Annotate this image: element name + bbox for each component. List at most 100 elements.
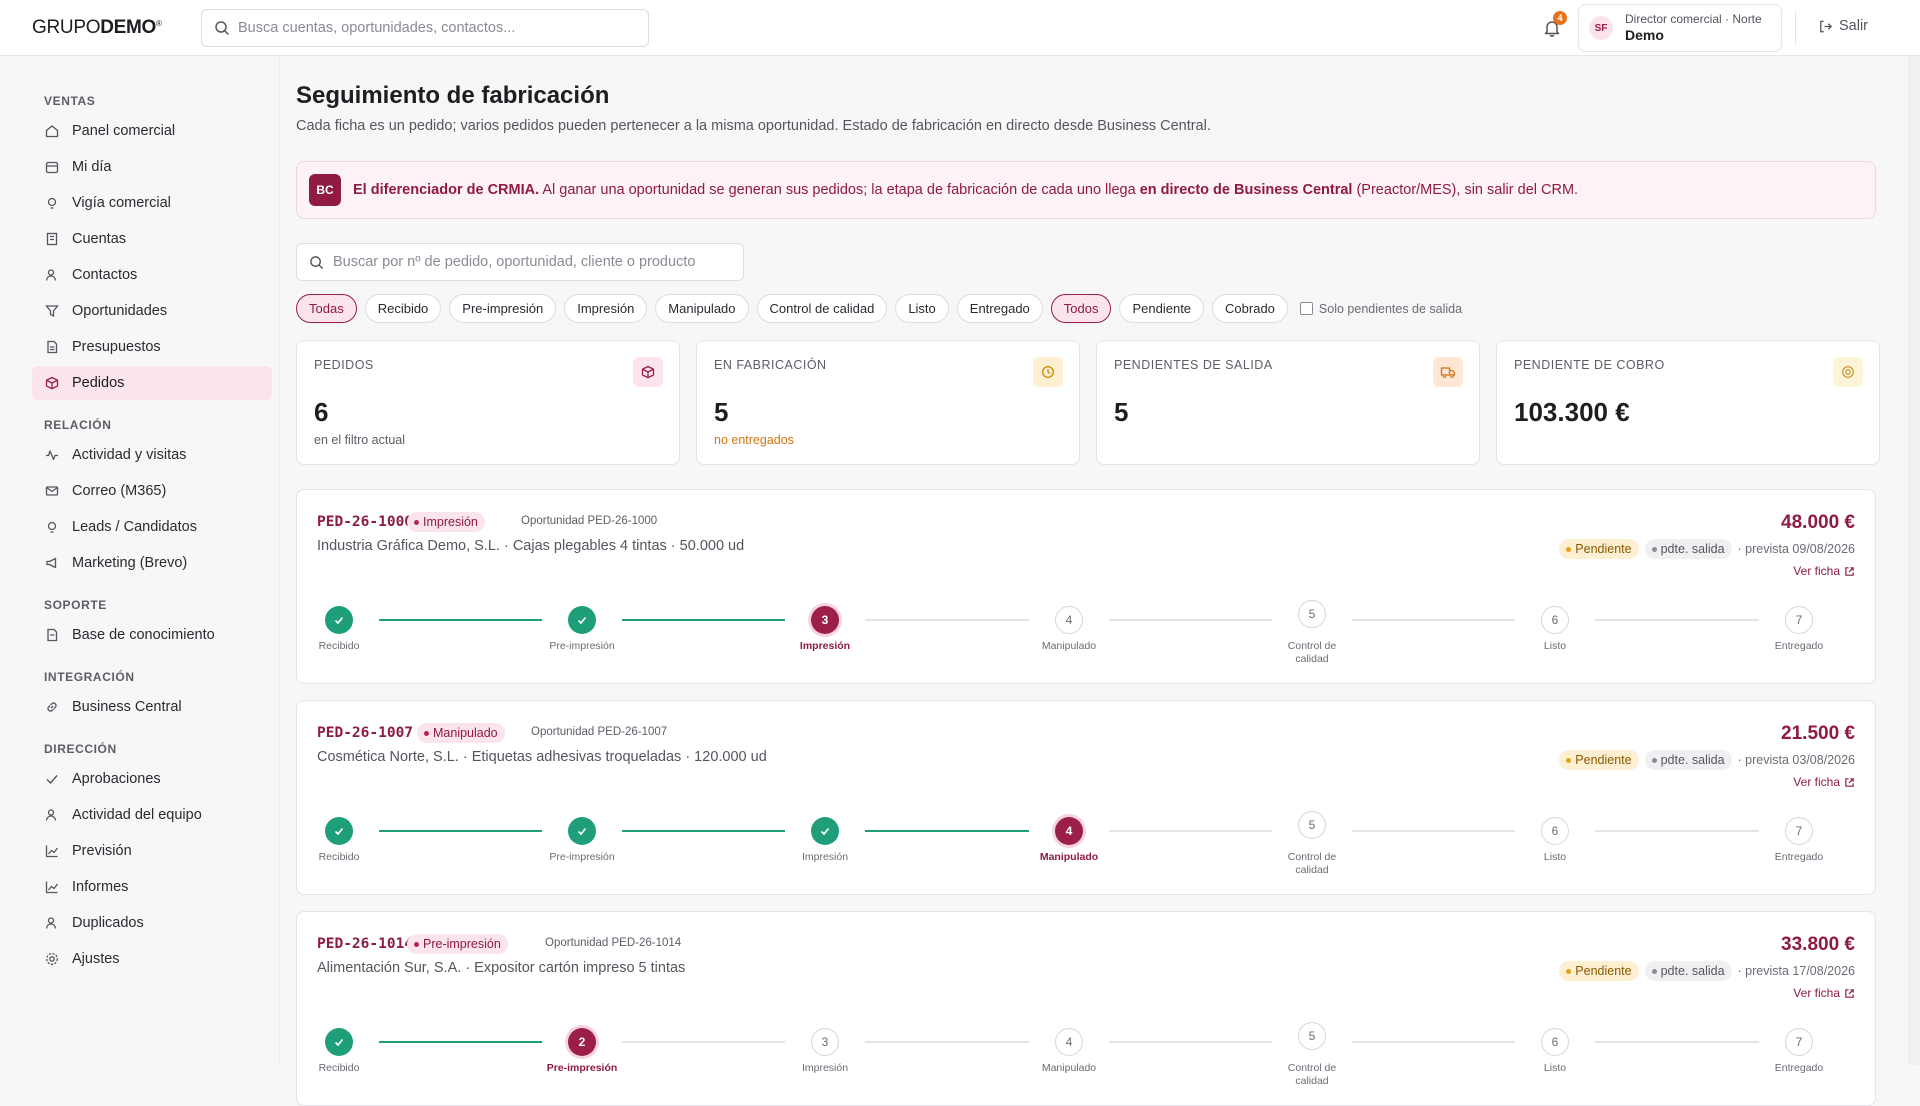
mail-icon [44, 483, 60, 499]
step-label: Listo [1543, 640, 1567, 652]
check-icon [334, 616, 344, 625]
filter-chip-pre-impresion[interactable]: Pre-impresión [449, 294, 557, 323]
opportunity-link[interactable]: Oportunidad PED-26-1000 [521, 515, 658, 527]
filter-chip-control-calidad[interactable]: Control de calidad [756, 294, 888, 323]
sidebar-item-presupuestos[interactable]: Presupuestos [32, 330, 272, 364]
opportunity-link[interactable]: Oportunidad PED-26-1014 [545, 937, 682, 949]
sidebar-item-aprobaciones[interactable]: Aprobaciones [32, 762, 272, 796]
user-menu[interactable]: SF Director comercial · Norte Demo [1578, 4, 1782, 52]
page-subtitle: Cada ficha es un pedido; varios pedidos … [296, 118, 1211, 134]
step-label: Manipulado [1039, 851, 1099, 863]
step-connector [379, 830, 542, 832]
view-order-link[interactable]: Ver ficha [1793, 775, 1855, 789]
sidebar-section-ventas: VENTAS [44, 94, 96, 108]
sidebar-item-label: Correo (M365) [72, 483, 167, 499]
step-connector [622, 830, 785, 832]
logo[interactable]: GRUPODEMO® [32, 17, 162, 39]
order-id[interactable]: PED-26-1014 [317, 936, 414, 952]
sidebar-item-duplicados[interactable]: Duplicados [32, 906, 272, 940]
shipping-status-badge: pdte. salida [1644, 961, 1732, 981]
check-icon [334, 1038, 344, 1047]
sidebar-item-informes[interactable]: Informes [32, 870, 272, 904]
step-connector [1109, 1041, 1272, 1043]
check-icon [577, 827, 587, 836]
kpi-label: PENDIENTE DE COBRO [1514, 358, 1665, 372]
sidebar-item-label: Actividad y visitas [72, 447, 187, 463]
step-connector [1352, 1041, 1515, 1043]
sidebar-item-mi-dia[interactable]: Mi día [32, 150, 272, 184]
user-icon [44, 267, 60, 283]
order-card[interactable]: PED-26-1007 Manipulado Oportunidad PED-26-… [296, 700, 1876, 895]
payment-dot [1566, 546, 1572, 552]
shipping-label: pdte. salida [1660, 964, 1725, 978]
search-icon [215, 21, 230, 36]
step-label: Recibido [318, 640, 360, 652]
view-order-link[interactable]: Ver ficha [1793, 564, 1855, 578]
page-title: Seguimiento de fabricación [296, 82, 610, 109]
users-icon [44, 915, 60, 931]
sidebar-item-vigia-comercial[interactable]: Vigía comercial [32, 186, 272, 220]
opportunity-link[interactable]: Oportunidad PED-26-1007 [531, 726, 668, 738]
order-description: Alimentación Sur, S.A. · Expositor cartó… [317, 960, 686, 976]
checkbox-box[interactable] [1299, 302, 1313, 315]
checkbox-label: Solo pendientes de salida [1318, 301, 1463, 316]
sidebar-item-business-central[interactable]: Business Central [32, 690, 272, 724]
order-amount: 48.000 € [1781, 512, 1855, 533]
order-search-input[interactable]: Buscar por nº de pedido, oportunidad, cl… [296, 243, 744, 281]
sidebar-item-prevision[interactable]: Previsión [32, 834, 272, 868]
order-id[interactable]: PED-26-1007 [317, 725, 414, 741]
step-7: 7 [1785, 1028, 1813, 1056]
view-order-link[interactable]: Ver ficha [1793, 986, 1855, 1000]
order-id[interactable]: PED-26-1000 [317, 514, 414, 530]
filter-chip-entregado[interactable]: Entregado [956, 294, 1043, 323]
payment-chip-todos[interactable]: Todos [1050, 294, 1112, 323]
logout-button[interactable]: Salir [1818, 18, 1868, 34]
shipping-dot [1651, 968, 1657, 974]
pending-shipping-checkbox[interactable]: Solo pendientes de salida [1299, 301, 1463, 316]
scrollbar[interactable] [1908, 56, 1920, 1065]
sidebar-item-correo[interactable]: Correo (M365) [32, 474, 272, 508]
shipping-label: pdte. salida [1660, 542, 1725, 556]
payment-status-badge: Pendiente [1559, 961, 1639, 981]
sidebar-item-oportunidades[interactable]: Oportunidades [32, 294, 272, 328]
global-search-input[interactable]: Busca cuentas, oportunidades, contactos.… [201, 9, 649, 47]
step-connector [1595, 619, 1759, 621]
order-card[interactable]: PED-26-1014 Pre-impresión Oportunidad PED-… [296, 911, 1876, 1106]
sidebar-item-ajustes[interactable]: Ajustes [32, 942, 272, 976]
sidebar-item-marketing[interactable]: Marketing (Brevo) [32, 546, 272, 580]
step-label: Entregado [1774, 640, 1824, 652]
stage-dot [424, 730, 429, 736]
step-1 [325, 1028, 353, 1056]
building-icon [44, 231, 60, 247]
payment-chip-cobrado[interactable]: Cobrado [1212, 294, 1288, 323]
sidebar-item-cuentas[interactable]: Cuentas [32, 222, 272, 256]
sidebar-item-pedidos[interactable]: Pedidos [32, 366, 272, 400]
filter-chip-todas[interactable]: Todas [296, 294, 357, 323]
filter-chip-impresion[interactable]: Impresión [564, 294, 648, 323]
stage-badge: Pre-impresión [407, 934, 508, 954]
shipping-dot [1651, 546, 1657, 552]
filter-chip-listo[interactable]: Listo [895, 294, 949, 323]
step-label: Pre-impresión [546, 1062, 618, 1074]
check-icon [577, 616, 587, 625]
sidebar-item-leads[interactable]: Leads / Candidatos [32, 510, 272, 544]
step-label: Impresión [799, 640, 851, 652]
sidebar-item-label: Ajustes [72, 951, 120, 967]
sidebar-item-actividad[interactable]: Actividad y visitas [32, 438, 272, 472]
order-status-row: Pendiente pdte. salida · prevista 03/08/20… [1559, 750, 1855, 770]
step-connector [1352, 619, 1515, 621]
sidebar-item-base-conocimiento[interactable]: Base de conocimiento [32, 618, 272, 652]
payment-chip-pendiente[interactable]: Pendiente [1119, 294, 1205, 323]
filter-chip-recibido[interactable]: Recibido [364, 294, 442, 323]
top-bar: GRUPODEMO® Busca cuentas, oportunidades,… [0, 0, 1920, 56]
megaphone-icon [44, 555, 60, 571]
filter-chip-manipulado[interactable]: Manipulado [655, 294, 749, 323]
sidebar-item-contactos[interactable]: Contactos [32, 258, 272, 292]
payment-label: Pendiente [1575, 542, 1632, 556]
sidebar-item-label: Business Central [72, 699, 182, 715]
order-card[interactable]: PED-26-1000 Impresión Oportunidad PED-26-1… [296, 489, 1876, 684]
sidebar-item-actividad-equipo[interactable]: Actividad del equipo [32, 798, 272, 832]
order-status-row: Pendiente pdte. salida · prevista 09/08/20… [1559, 539, 1855, 559]
step-5: 5 [1298, 1022, 1326, 1050]
sidebar-item-panel-comercial[interactable]: Panel comercial [32, 114, 272, 148]
